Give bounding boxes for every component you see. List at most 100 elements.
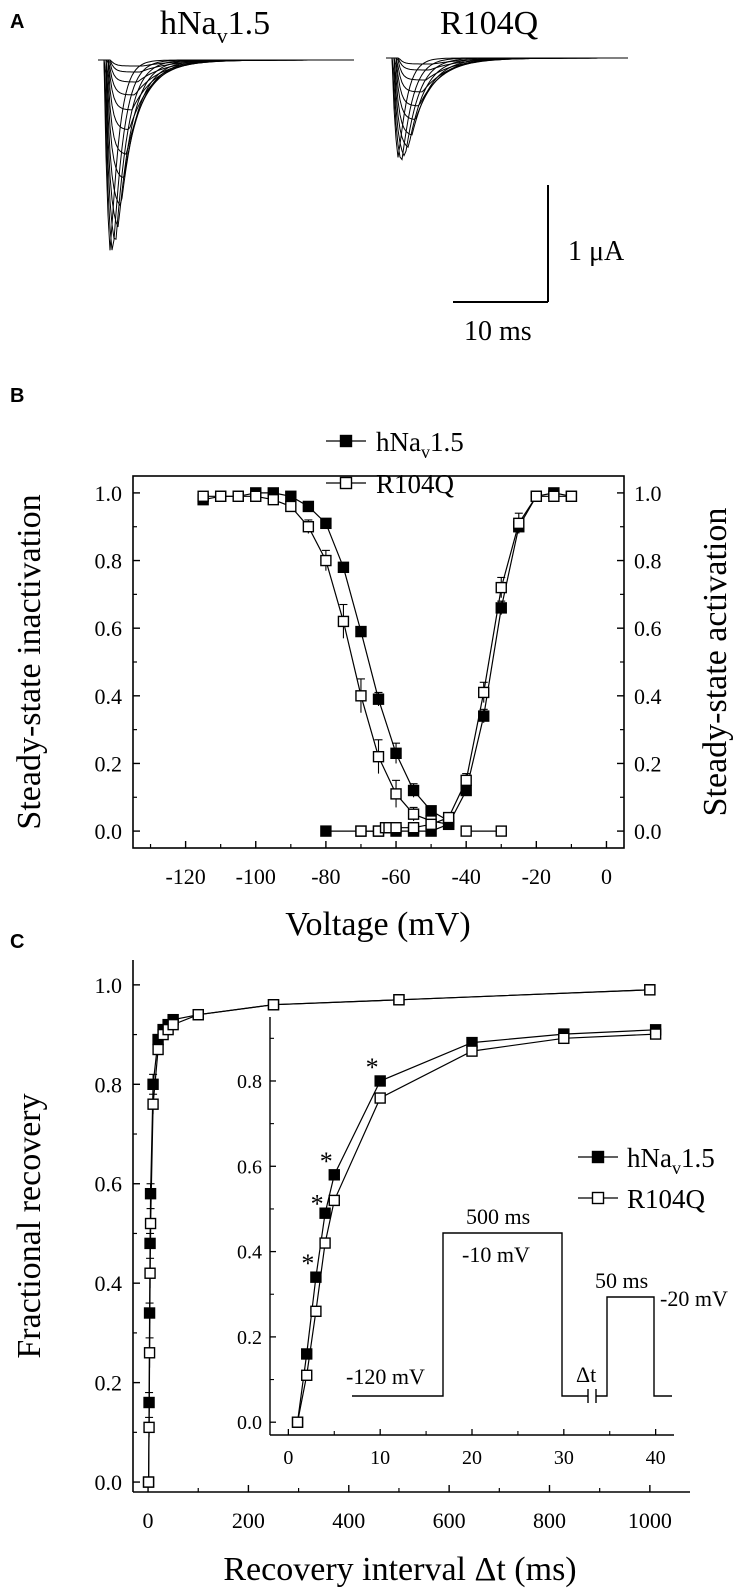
data-point [390, 747, 402, 760]
current-trace [98, 59, 354, 240]
y-tick-label-left: 0.8 [95, 549, 123, 574]
data-point [548, 490, 560, 502]
inset-data-point [310, 1305, 322, 1318]
y-tick-label: 0.8 [95, 1072, 123, 1097]
inset-data-point [328, 1194, 340, 1207]
y-tick-label: 0.2 [95, 1371, 123, 1396]
inset-x-tick-label: 30 [554, 1447, 574, 1469]
data-point [267, 999, 280, 1011]
wt-trace-title: hNav1.5 [160, 5, 270, 48]
data-point [147, 1098, 159, 1110]
data-point [390, 788, 402, 800]
panel-label-a: A [10, 11, 24, 33]
legend-name: hNa [376, 427, 421, 457]
protocol-pulse1-duration: 500 ms [466, 1204, 530, 1229]
inset-y-tick-label: 0.0 [237, 1412, 262, 1434]
legend-name: R104Q [376, 469, 455, 499]
protocol-pulse2 [596, 1296, 672, 1397]
series-line-1 [148, 989, 650, 1483]
x-tick-label: 600 [433, 1508, 466, 1533]
legend-label: hNav1.5 [627, 1143, 715, 1178]
current-trace [98, 59, 354, 228]
legend-label: R104Q [627, 1184, 706, 1214]
data-point [644, 984, 656, 996]
data-point [285, 490, 297, 502]
y-tick-label-right: 0.0 [634, 819, 662, 844]
data-point [197, 490, 209, 502]
wt-current-traces [98, 59, 354, 251]
panel-label-b: B [10, 385, 24, 407]
legend-label: hNav1.5 [376, 427, 464, 462]
protocol-pulse2-voltage: -20 mV [660, 1286, 728, 1311]
inset-data-point [319, 1237, 331, 1249]
data-point [495, 602, 507, 614]
voltage-protocol: -120 mV 500 ms -10 mV Δt 50 ms -20 mV [346, 1204, 728, 1403]
inset-data-point [291, 1416, 304, 1428]
data-point [460, 825, 472, 837]
series-line-2 [325, 492, 572, 832]
data-point [530, 490, 543, 502]
legend-marker [339, 476, 353, 490]
x-tick-label: 0 [143, 1508, 154, 1533]
data-point [513, 517, 525, 530]
current-trace [98, 59, 354, 111]
inset-legend: hNav1.5 R104Q [578, 1143, 715, 1214]
protocol-gap-label: Δt [576, 1362, 596, 1387]
inset-x-tick-label: 20 [462, 1447, 482, 1469]
inset-x-tick-label: 40 [646, 1447, 666, 1469]
data-point [495, 581, 507, 594]
y-tick-label: 0.6 [95, 1172, 123, 1197]
legend-sub: v [672, 1158, 681, 1178]
inset-data-point [374, 1092, 386, 1104]
panel-label-c: C [10, 931, 24, 953]
legend-name: R104Q [627, 1184, 706, 1214]
x-tick-label: 1000 [628, 1508, 672, 1533]
series-line-1 [203, 495, 449, 825]
data-point [372, 750, 385, 763]
data-point [425, 818, 437, 831]
current-trace [98, 59, 354, 96]
data-point [460, 774, 472, 787]
y-axis-title: Fractional recovery [11, 1093, 48, 1358]
x-axis-title: Recovery interval Δt (ms) [223, 1551, 576, 1588]
data-point [337, 615, 350, 628]
legend-name: hNa [627, 1143, 672, 1173]
data-point [355, 625, 367, 638]
data-point [478, 686, 490, 699]
scale-current-label: 1 μA [568, 236, 625, 267]
mut-current-traces [386, 57, 628, 161]
inset-data-point [558, 1032, 570, 1045]
data-point [250, 490, 262, 502]
data-point [495, 825, 507, 837]
y-tick-label-right: 0.4 [634, 684, 662, 709]
panel-c: C 0 200 400 600 800 10000.00.20.40.60.81.0Rec… [10, 931, 728, 1588]
protocol-pulse2-duration: 50 ms [595, 1268, 648, 1293]
y-tick-label-right: 1.0 [634, 481, 662, 506]
x-tick-label: 0 [601, 864, 612, 889]
inset-data-point [374, 1075, 386, 1087]
data-point [152, 1043, 164, 1056]
x-axis-title: Voltage (mV) [285, 906, 470, 943]
inset-data-point [328, 1169, 340, 1181]
data-point [320, 517, 332, 530]
data-point [442, 811, 455, 824]
x-tick-label: 800 [533, 1508, 566, 1533]
x-tick-label: 400 [332, 1508, 365, 1533]
legend-suffix: 1.5 [681, 1143, 715, 1173]
scale-time-label: 10 ms [464, 316, 532, 347]
inset-chart: 0 10 20 30 40 0.0 0.2 0.4 0.6 0.8 * * * * hNav1.5 R104Q… [237, 1017, 728, 1469]
y-tick-label-left: 1.0 [95, 481, 123, 506]
y-tick-label: 1.0 [95, 973, 123, 998]
data-point [407, 808, 420, 820]
inset-y-tick-label: 0.2 [237, 1327, 262, 1349]
y-tick-label-right: 0.8 [634, 549, 662, 574]
x-tick-label: -100 [236, 864, 276, 889]
data-point [407, 784, 420, 797]
x-tick-label: -20 [522, 864, 551, 889]
data-point [337, 561, 350, 574]
inset-data-point [466, 1045, 478, 1057]
x-tick-label: -40 [452, 864, 481, 889]
series-line-0 [148, 989, 650, 1483]
recovery-chart: 0 200 400 600 800 10000.00.20.40.60.81.0Recov… [11, 960, 728, 1588]
